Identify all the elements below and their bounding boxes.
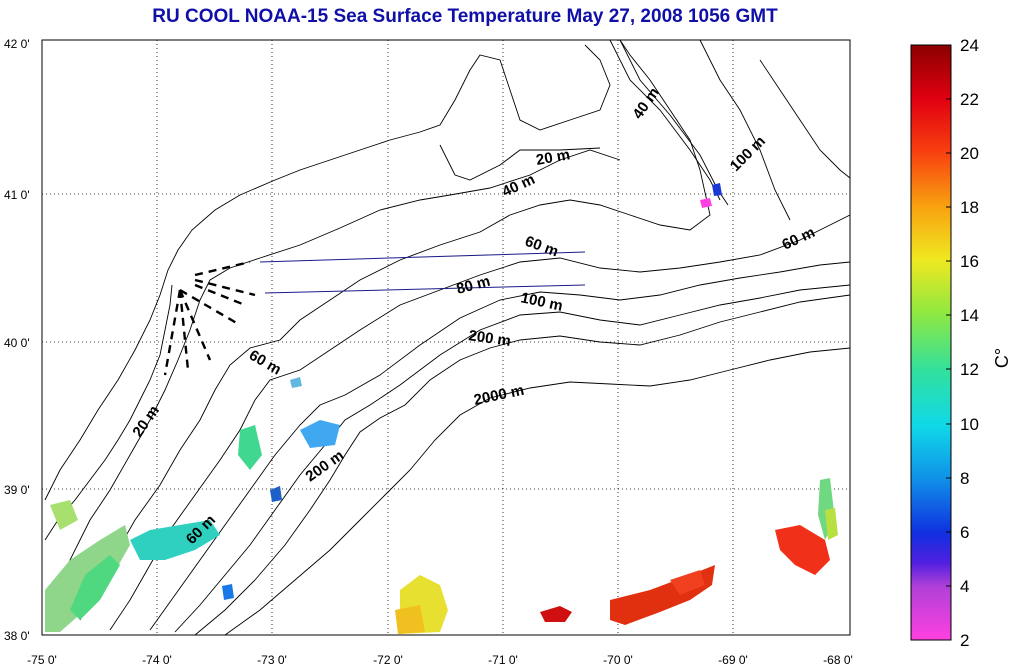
colorbar-tick: 14 <box>960 306 979 325</box>
colorbar-tick: 8 <box>960 469 969 488</box>
depth-label: 20 m <box>535 146 572 169</box>
lon-tick-labels: -75 0' -74 0' -73 0' -72 0' -71 0' -70 0… <box>27 653 853 667</box>
sst-patches <box>45 183 838 634</box>
lat-tick: 39 0' <box>4 483 30 497</box>
lat-tick: 40 0' <box>4 336 30 350</box>
colorbar-scale <box>910 44 952 641</box>
shipping-lanes <box>259 251 586 294</box>
colorbar-unit-label: C° <box>992 348 1012 368</box>
lat-tick: 41 0' <box>4 188 30 202</box>
colorbar-tick: 16 <box>960 252 979 271</box>
lon-tick: -73 0' <box>257 653 287 667</box>
colorbar: 24 22 20 18 16 14 12 10 8 6 4 2 C° <box>910 36 1012 650</box>
lat-tick: 42 0' <box>4 37 30 51</box>
colorbar-tick: 20 <box>960 144 979 163</box>
lon-tick: -71 0' <box>488 653 518 667</box>
colorbar-tick: 6 <box>960 523 969 542</box>
lon-tick: -75 0' <box>27 653 57 667</box>
colorbar-tick: 24 <box>960 36 979 55</box>
lon-tick: -69 0' <box>718 653 748 667</box>
colorbar-tick: 4 <box>960 577 969 596</box>
dashed-channels <box>163 260 256 376</box>
colorbar-tick: 2 <box>960 631 969 650</box>
depth-label: 200 m <box>467 327 511 350</box>
graticule <box>42 40 850 635</box>
colorbar-tick: 10 <box>960 415 979 434</box>
colorbar-ticks <box>946 98 951 587</box>
lon-tick: -72 0' <box>373 653 403 667</box>
bathymetry-contours <box>44 39 851 636</box>
colorbar-tick: 12 <box>960 360 979 379</box>
map-title: RU COOL NOAA-15 Sea Surface Temperature … <box>152 6 778 27</box>
lat-tick: 38 0' <box>4 629 30 643</box>
colorbar-tick: 22 <box>960 90 979 109</box>
lon-tick: -68 0' <box>823 653 853 667</box>
colorbar-tick: 18 <box>960 198 979 217</box>
lat-tick-labels: 42 0' 41 0' 40 0' 39 0' 38 0' <box>4 37 30 643</box>
lon-tick: -70 0' <box>603 653 633 667</box>
lon-tick: -74 0' <box>142 653 172 667</box>
